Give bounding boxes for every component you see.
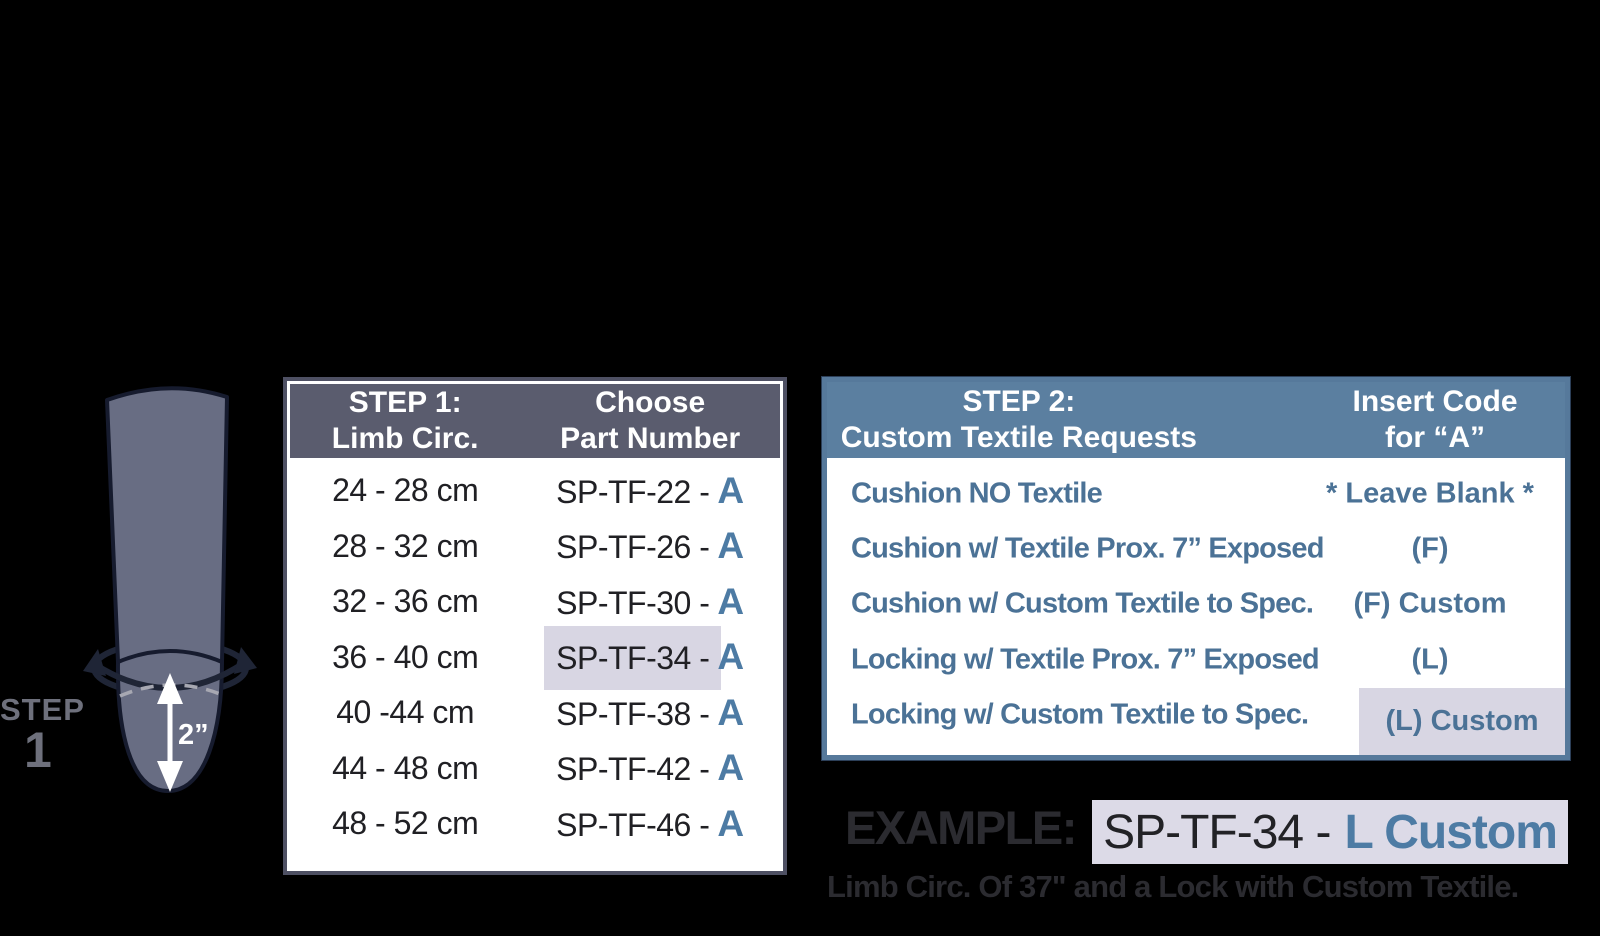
part-number-prefix: SP-TF-38 -	[556, 695, 710, 732]
limb-circ-value: 36 - 40 cm	[332, 638, 479, 675]
example-part-code: L Custom	[1344, 805, 1557, 859]
circumference-arrowhead-left	[83, 649, 106, 676]
textile-code: (L)	[1411, 643, 1449, 676]
example-caption: Limb Circ. Of 37" and a Lock with Custom…	[827, 869, 1519, 904]
step2-table-body: Cushion NO Textile * Leave Blank * Cushi…	[827, 458, 1565, 755]
example-label: EXAMPLE:	[845, 801, 1077, 854]
circumference-arrowhead-right	[234, 647, 257, 674]
part-number-code-a: A	[717, 580, 745, 622]
step2-table: STEP 2: Custom Textile Requests Insert C…	[821, 376, 1571, 761]
part-number-value: SP-TF-46 -A	[520, 803, 780, 845]
step1-header-subtitle: Limb Circ.	[331, 422, 479, 455]
textile-option-row: Cushion NO Textile * Leave Blank *	[827, 466, 1565, 521]
part-number-value: SP-TF-42 -A	[520, 747, 780, 789]
step1-header-title: STEP 1:	[348, 386, 462, 419]
step2-header-subtitle: Custom Textile Requests	[840, 421, 1197, 454]
example-part-number-box: SP-TF-34 - L Custom	[1092, 800, 1568, 864]
part-number-value: SP-TF-30 -A	[520, 581, 780, 623]
size-row: 48 - 52 cm SP-TF-46 -A	[290, 796, 780, 852]
vertical-arrowhead-top	[157, 673, 183, 704]
size-row: 24 - 28 cm SP-TF-22 -A	[290, 463, 780, 519]
size-row: 40 -44 cm SP-TF-38 -A	[290, 685, 780, 741]
step1-side-label: STEP 1	[0, 692, 90, 778]
textile-code-highlighted: (L) Custom	[1359, 687, 1565, 755]
limb-circ-value: 44 - 48 cm	[332, 749, 479, 786]
limb-circ-value: 32 - 36 cm	[332, 583, 479, 620]
measurement-label: 2”	[178, 719, 209, 751]
textile-code: (F) Custom	[1353, 587, 1507, 620]
part-number-code-a: A	[717, 802, 745, 844]
vertical-arrowhead-bottom	[157, 761, 183, 792]
part-number-code-a: A	[717, 469, 745, 511]
step2-table-header: STEP 2: Custom Textile Requests Insert C…	[827, 382, 1565, 458]
textile-request: Cushion w/ Custom Textile to Spec.	[851, 587, 1314, 620]
part-number-value: SP-TF-34 -A	[520, 626, 780, 691]
textile-code: (F)	[1411, 532, 1449, 565]
step1-table: STEP 1: Limb Circ. Choose Part Number 24…	[283, 377, 787, 875]
step1-side-label-word: STEP	[0, 692, 85, 727]
textile-option-row-highlighted: Locking w/ Custom Textile to Spec. (L) C…	[827, 687, 1565, 755]
step2-header-code-line1: Insert Code	[1352, 385, 1518, 418]
step1-header-choose: Choose	[595, 386, 706, 419]
part-number-prefix: SP-TF-30 -	[556, 584, 710, 621]
limb-circ-value: 28 - 32 cm	[332, 527, 479, 564]
part-number-value: SP-TF-38 -A	[520, 692, 780, 734]
step1-header-limb-circ: STEP 1: Limb Circ.	[290, 385, 520, 458]
textile-option-row: Locking w/ Textile Prox. 7” Exposed (L)	[827, 632, 1565, 687]
liner-body	[105, 386, 229, 793]
textile-request: Cushion NO Textile	[851, 477, 1103, 510]
part-number-code-a: A	[717, 691, 745, 733]
step1-table-body: 24 - 28 cm SP-TF-22 -A 28 - 32 cm SP-TF-…	[290, 461, 780, 868]
size-row: 44 - 48 cm SP-TF-42 -A	[290, 741, 780, 797]
textile-request: Locking w/ Custom Textile to Spec.	[851, 698, 1309, 731]
step2-header-code-line2: for “A”	[1385, 421, 1485, 454]
limb-circ-value: 24 - 28 cm	[332, 472, 479, 509]
step1-header-part-number: Choose Part Number	[520, 385, 780, 458]
textile-code: * Leave Blank *	[1326, 477, 1534, 510]
step1-table-header: STEP 1: Limb Circ. Choose Part Number	[290, 384, 780, 458]
step2-header-title: STEP 2:	[962, 385, 1076, 418]
size-row-highlighted: 36 - 40 cm SP-TF-34 -A	[290, 626, 780, 691]
example-part-prefix: SP-TF-34 -	[1103, 805, 1331, 859]
part-number-value: SP-TF-26 -A	[520, 525, 780, 567]
step1-header-part-label: Part Number	[560, 422, 741, 455]
part-number-prefix-highlighted: SP-TF-34 -	[544, 626, 722, 691]
step2-header-requests: STEP 2: Custom Textile Requests	[827, 384, 1211, 458]
step1-side-label-number: 1	[24, 722, 52, 778]
size-row: 28 - 32 cm SP-TF-26 -A	[290, 519, 780, 575]
textile-request: Cushion w/ Textile Prox. 7” Exposed	[851, 532, 1324, 565]
part-number-prefix: SP-TF-46 -	[556, 806, 710, 843]
part-number-prefix: SP-TF-26 -	[556, 529, 710, 566]
part-number-code-a: A	[717, 747, 745, 789]
textile-option-row: Cushion w/ Custom Textile to Spec. (F) C…	[827, 577, 1565, 632]
part-number-code-a: A	[717, 525, 745, 567]
limb-circ-value: 40 -44 cm	[336, 694, 475, 731]
textile-option-row: Cushion w/ Textile Prox. 7” Exposed (F)	[827, 521, 1565, 576]
part-number-prefix: SP-TF-22 -	[556, 473, 710, 510]
step2-header-insert-code: Insert Code for “A”	[1305, 384, 1565, 458]
limb-circ-value: 48 - 52 cm	[332, 805, 479, 842]
textile-request: Locking w/ Textile Prox. 7” Exposed	[851, 643, 1320, 676]
size-row: 32 - 36 cm SP-TF-30 -A	[290, 574, 780, 630]
part-number-value: SP-TF-22 -A	[520, 470, 780, 512]
liner-seam-line	[117, 649, 223, 664]
part-number-prefix: SP-TF-42 -	[556, 751, 710, 788]
liner-illustration: 2”	[83, 386, 257, 793]
part-number-code-a: A	[717, 636, 745, 678]
step2-header-spacer	[1211, 384, 1305, 458]
